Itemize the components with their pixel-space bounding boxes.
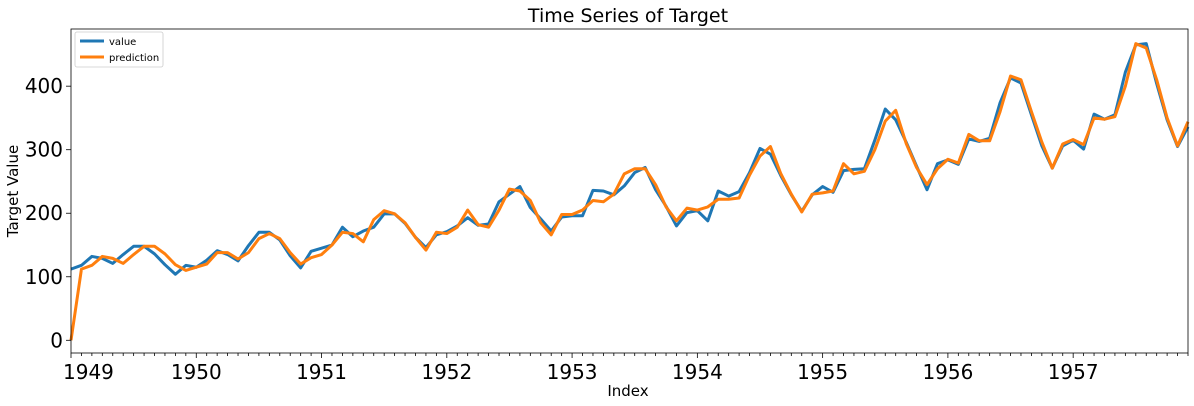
x-tick-label: 1949 <box>63 360 114 384</box>
x-tick-label: 1954 <box>672 360 723 384</box>
legend-label-prediction: prediction <box>109 53 159 64</box>
plot-frame <box>70 28 1189 354</box>
y-tick-label: 300 <box>25 138 63 162</box>
plot-area <box>71 29 1188 353</box>
x-tick-label: 1956 <box>922 360 973 384</box>
legend: value prediction <box>74 31 164 68</box>
series-line-prediction <box>69 42 1190 341</box>
legend-label-value: value <box>109 37 136 48</box>
series-layer <box>69 42 1190 341</box>
y-axis: 0 100 200 300 400 <box>25 74 71 352</box>
y-axis-label: Target Value <box>4 145 22 238</box>
y-tick-label: 400 <box>25 74 63 98</box>
y-tick-label: 0 <box>50 328 63 352</box>
x-tick-label: 1955 <box>797 360 848 384</box>
x-tick-label: 1957 <box>1048 360 1099 384</box>
x-tick-label: 1953 <box>547 360 598 384</box>
x-tick-label: 1951 <box>296 360 347 384</box>
y-tick-label: 200 <box>25 201 63 225</box>
x-axis-label: Index <box>607 382 648 400</box>
x-tick-label: 1950 <box>171 360 222 384</box>
x-tick-label: 1952 <box>421 360 472 384</box>
series-line-value <box>70 42 1190 276</box>
chart-title: Time Series of Target <box>527 5 728 27</box>
x-axis: 1949 1950 1951 1952 1953 1954 1955 1956 1957 <box>63 353 1189 384</box>
y-tick-label: 100 <box>25 265 63 289</box>
